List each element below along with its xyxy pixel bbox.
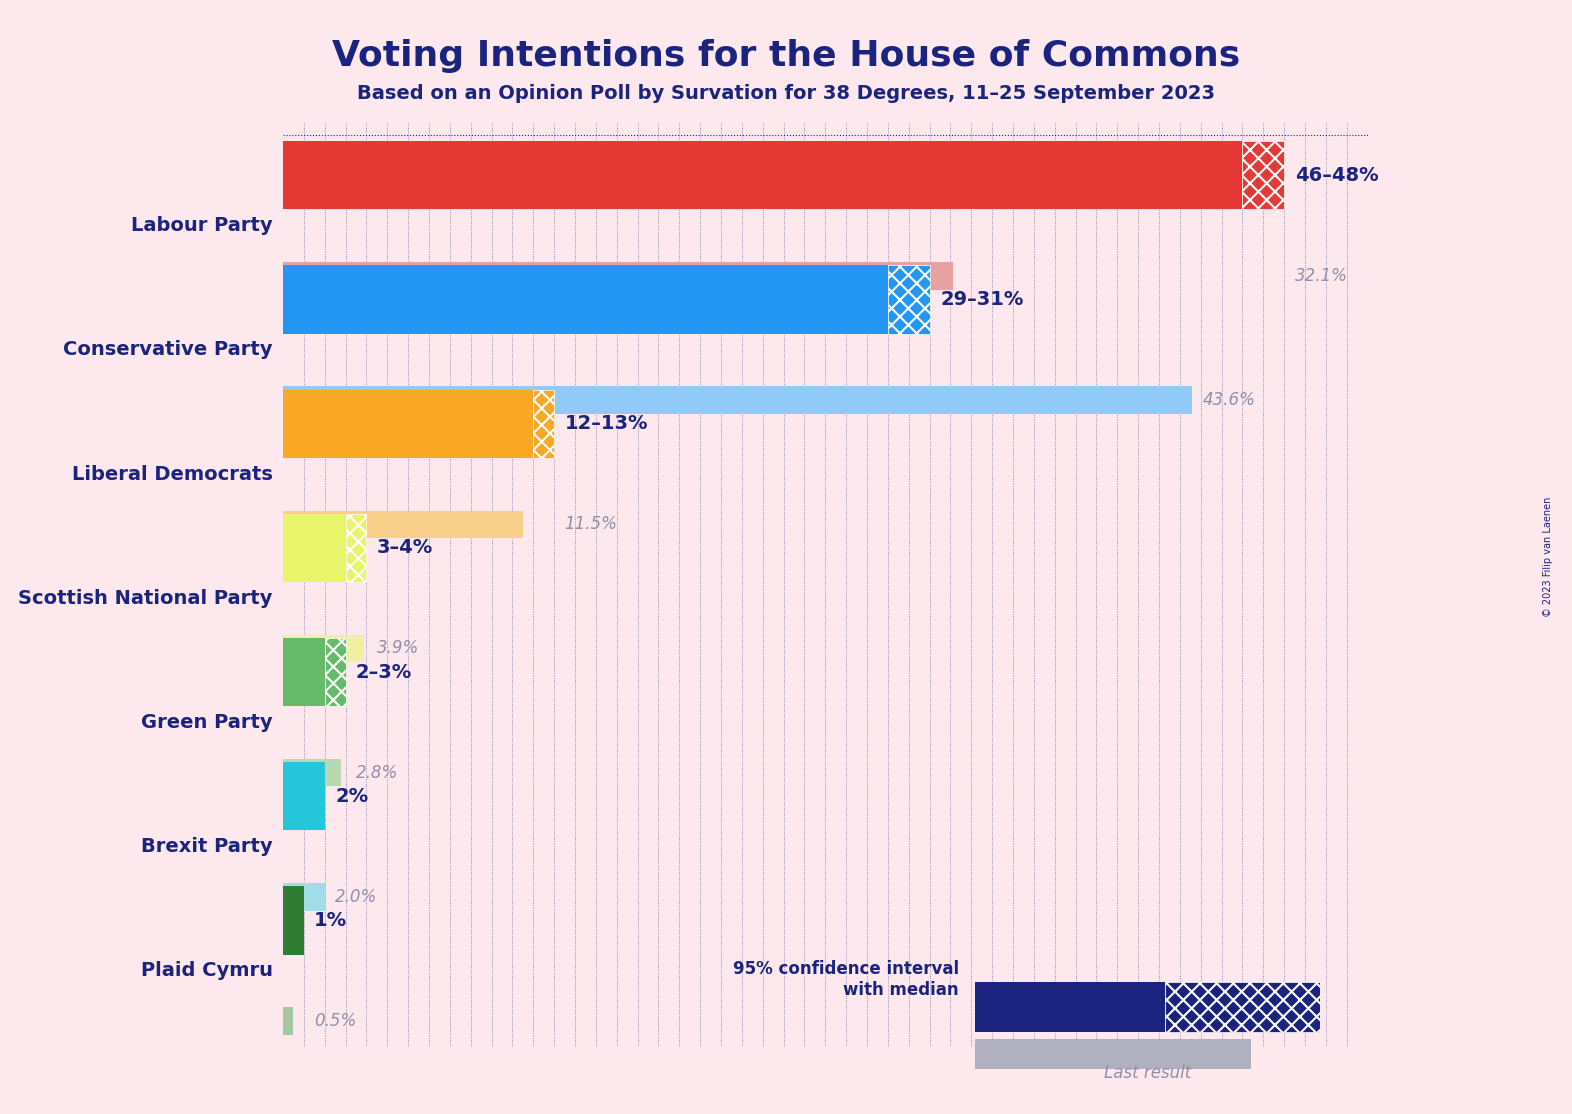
Text: 3.9%: 3.9% [377,639,420,657]
Text: 32.1%: 32.1% [1295,267,1347,285]
Text: Green Party: Green Party [141,713,272,732]
Text: 43.6%: 43.6% [1203,391,1256,409]
Text: Brexit Party: Brexit Party [141,837,272,856]
Text: Conservative Party: Conservative Party [63,340,272,360]
Text: 46–48%: 46–48% [1295,166,1379,185]
Bar [283,390,533,458]
Bar [283,883,325,910]
Text: Voting Intentions for the House of Commons: Voting Intentions for the House of Commo… [332,39,1240,74]
Text: © 2023 Filip van Laenen: © 2023 Filip van Laenen [1544,497,1553,617]
Text: Labour Party: Labour Party [130,216,272,235]
Bar [283,514,346,582]
Text: Plaid Cymru: Plaid Cymru [140,961,272,980]
Bar [283,510,523,538]
Bar [346,514,366,582]
Bar [283,262,953,290]
Bar [283,635,365,662]
Bar [283,638,325,706]
Bar [325,638,346,706]
Text: Based on an Opinion Poll by Survation for 38 Degrees, 11–25 September 2023: Based on an Opinion Poll by Survation fo… [357,84,1215,102]
Text: 0.5%: 0.5% [314,1013,357,1030]
Bar [283,141,1242,209]
Bar [283,887,303,955]
Bar [975,981,1165,1032]
Bar [1242,141,1284,209]
Text: Liberal Democrats: Liberal Democrats [72,465,272,483]
Text: Last result: Last result [1104,1064,1192,1082]
Bar [283,387,1193,413]
Bar [283,265,888,334]
Text: 1%: 1% [314,911,347,930]
Bar [533,390,555,458]
Text: 12–13%: 12–13% [564,414,648,433]
Text: Scottish National Party: Scottish National Party [19,588,272,608]
Text: 2%: 2% [335,786,368,805]
Text: 2.8%: 2.8% [355,764,398,782]
Bar [283,1007,294,1035]
Text: 2.0%: 2.0% [335,888,377,906]
Bar [283,759,341,786]
Bar [283,762,325,830]
Text: 11.5%: 11.5% [564,516,618,534]
Text: 95% confidence interval
with median: 95% confidence interval with median [733,960,959,999]
Text: 29–31%: 29–31% [940,290,1023,309]
Bar [1165,981,1320,1032]
Bar [975,1039,1251,1069]
Text: 2–3%: 2–3% [355,663,412,682]
Bar [888,265,929,334]
Text: 3–4%: 3–4% [377,538,432,557]
